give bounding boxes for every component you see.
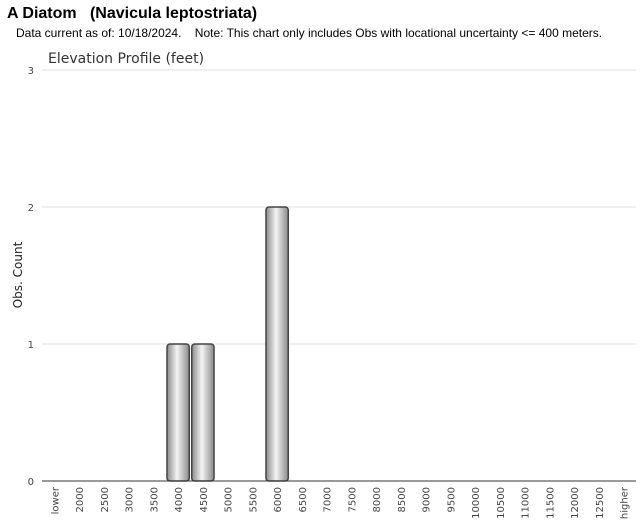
bar-4000	[166, 343, 191, 482]
x-tick-label: 2500	[100, 487, 111, 512]
x-tick-label: 10000	[471, 487, 482, 519]
x-tick-label: 4500	[199, 487, 210, 512]
data-note: Data current as of: 10/18/2024. Note: Th…	[16, 26, 603, 40]
x-tick-label: 11500	[545, 487, 556, 519]
x-tick-label: 2000	[75, 487, 86, 512]
x-tick-label: 7500	[347, 487, 358, 512]
x-tick-label: lower	[50, 486, 61, 514]
x-tick-label: 10500	[496, 487, 507, 519]
y-tick-label: 1	[28, 340, 34, 351]
x-tick-label: 6500	[298, 487, 309, 512]
y-tick-label: 3	[28, 66, 34, 77]
x-tick-label: 5500	[248, 487, 259, 512]
x-tick-label: 12500	[595, 487, 606, 519]
gridlines	[42, 69, 636, 345]
x-tick-labels: lower 2000 2500 3000 3500 4000 4500 5000 5500 600…	[50, 486, 630, 519]
x-tick-label: 8000	[372, 487, 383, 512]
bar-4500	[190, 343, 215, 482]
x-tick-label: 8500	[397, 487, 408, 512]
y-tick-label: 0	[28, 477, 34, 488]
bar-6000	[265, 206, 290, 482]
bars	[166, 206, 290, 482]
x-tick-label: 12000	[570, 487, 581, 519]
x-tick-label: 3000	[125, 487, 136, 512]
x-tick-label: higher	[620, 486, 631, 519]
x-tick-label: 3500	[149, 487, 160, 512]
x-tick-label: 6000	[273, 487, 284, 512]
page-title: A Diatom (Navicula leptostriata)	[7, 5, 258, 22]
y-tick-labels: 0 1 2 3	[28, 66, 34, 488]
y-tick-label: 2	[28, 203, 34, 214]
x-tick-label: 9500	[446, 487, 457, 512]
chart-title: Elevation Profile (feet)	[48, 51, 204, 67]
x-tick-label: 5000	[224, 487, 235, 512]
y-axis-label: Obs. Count	[11, 241, 25, 308]
x-tick-label: 9000	[422, 487, 433, 512]
x-tick-label: 4000	[174, 487, 185, 512]
x-tick-label: 7000	[323, 487, 334, 512]
x-tick-label: 11000	[521, 487, 532, 519]
